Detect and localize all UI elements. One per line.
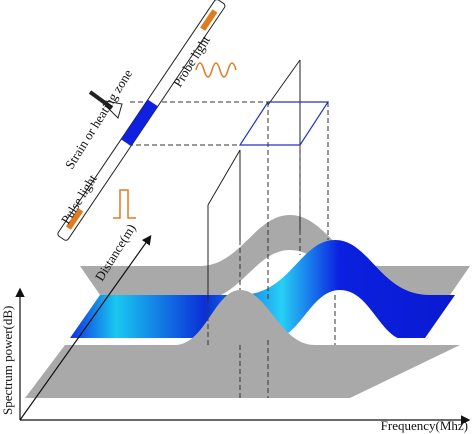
frequency-label: Frequency(Mhz): [381, 418, 468, 433]
front-spectrum: [25, 290, 460, 398]
dashed-lines: [120, 101, 336, 398]
zone-plane: [238, 101, 330, 146]
blue-hole: [270, 290, 405, 340]
probe-icon: [195, 62, 237, 78]
fiber: [57, 0, 226, 241]
pulse-icon: [113, 189, 136, 219]
distance-axis-line: [19, 235, 152, 421]
zone-arrow-shaft: [88, 90, 114, 110]
power-label: Spectrum power(dB): [0, 306, 15, 415]
